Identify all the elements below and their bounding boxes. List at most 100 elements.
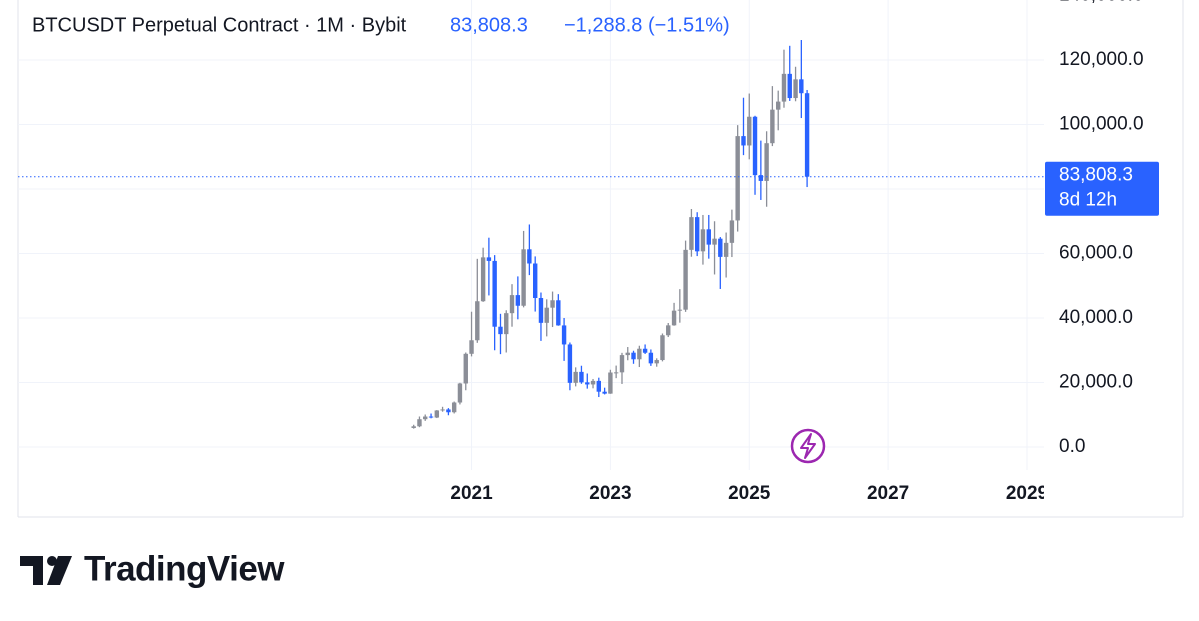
candle-body bbox=[700, 229, 706, 252]
price-change: −1,288.8 (−1.51%) bbox=[564, 14, 730, 36]
candle-body bbox=[492, 260, 497, 327]
x-tick-label: 2021 bbox=[450, 483, 493, 504]
icon-bolt[interactable] bbox=[800, 433, 816, 459]
candle-body bbox=[804, 93, 810, 177]
candle-body bbox=[752, 116, 758, 176]
candle-body bbox=[428, 416, 434, 418]
candle-body bbox=[654, 360, 659, 364]
candle-body bbox=[451, 402, 457, 413]
y-tick-label: 120,000.0 bbox=[1059, 49, 1144, 70]
candle-body bbox=[648, 352, 654, 364]
candle-body bbox=[735, 136, 740, 221]
candle-body bbox=[527, 249, 532, 264]
candle-body bbox=[567, 344, 573, 383]
candle-body bbox=[770, 109, 775, 144]
candle-body bbox=[741, 136, 746, 146]
countdown: 8d 12h bbox=[1059, 190, 1117, 211]
candle-body bbox=[729, 220, 735, 243]
candle-body bbox=[764, 143, 769, 181]
candle-body bbox=[573, 371, 578, 383]
candle-body bbox=[596, 380, 602, 392]
candle-body bbox=[504, 313, 509, 335]
candle-body bbox=[480, 257, 486, 302]
candle-body bbox=[509, 295, 515, 314]
candle-body bbox=[787, 73, 792, 99]
y-tick-label: 100,000.0 bbox=[1059, 114, 1144, 135]
candle-body bbox=[723, 242, 729, 257]
candle-body bbox=[712, 238, 717, 245]
candle-body bbox=[538, 298, 544, 323]
candle-body bbox=[608, 372, 613, 394]
candle-body bbox=[423, 416, 428, 420]
candle-body bbox=[799, 79, 804, 94]
candle-body bbox=[683, 249, 688, 310]
candle-body bbox=[631, 352, 636, 360]
candle-body bbox=[457, 383, 463, 403]
overlay: 83,808.3 8d 12h bbox=[18, 161, 1159, 216]
candle-body bbox=[556, 300, 561, 326]
candle-body bbox=[469, 340, 474, 354]
candle-body bbox=[706, 229, 711, 245]
candle-body bbox=[434, 410, 440, 418]
candle-body bbox=[637, 348, 642, 360]
icon-circle[interactable] bbox=[790, 428, 826, 464]
candle-body bbox=[666, 325, 671, 336]
logo-dot[interactable] bbox=[47, 556, 57, 566]
candle-body bbox=[463, 353, 468, 384]
y-tick-label: 20,000.0 bbox=[1059, 372, 1133, 393]
y-tick-label: 140,000.0 bbox=[1059, 0, 1144, 6]
candle-body bbox=[642, 348, 648, 353]
logo-mark[interactable] bbox=[20, 556, 43, 585]
last-price-label: 83,808.3 bbox=[1059, 165, 1133, 186]
candle-body bbox=[671, 310, 677, 326]
candle-body bbox=[776, 101, 781, 110]
x-tick-label: 2023 bbox=[589, 483, 631, 504]
candle-body bbox=[475, 301, 480, 341]
candle-body bbox=[619, 355, 625, 373]
lightning-icon[interactable] bbox=[790, 428, 826, 464]
candle-body bbox=[486, 257, 492, 261]
y-tick-label: 0.0 bbox=[1059, 436, 1085, 457]
candle-body bbox=[613, 372, 619, 374]
candle-body bbox=[550, 300, 555, 308]
candle-body bbox=[446, 409, 451, 413]
candle-body bbox=[411, 426, 416, 428]
last-price: 83,808.3 bbox=[450, 14, 528, 36]
candle-body bbox=[694, 217, 700, 252]
logo[interactable] bbox=[20, 556, 72, 585]
candle-body bbox=[758, 175, 764, 181]
candle-body bbox=[498, 326, 503, 335]
x-axis: 2021 2023 2025 2027 2029 bbox=[450, 483, 1048, 504]
last-price-box bbox=[1045, 161, 1159, 216]
candle-body bbox=[417, 419, 422, 427]
candle-body bbox=[440, 409, 445, 411]
y-tick-label: 40,000.0 bbox=[1059, 307, 1133, 328]
candle-body bbox=[561, 325, 567, 345]
candle-body bbox=[677, 309, 683, 311]
candle-body bbox=[585, 382, 590, 385]
candle-body bbox=[579, 371, 584, 383]
candles bbox=[411, 39, 810, 429]
candle-body bbox=[689, 217, 694, 250]
chart-title: BTCUSDT Perpetual Contract · 1M · Bybit bbox=[32, 14, 407, 36]
brand[interactable]: TradingView bbox=[84, 549, 286, 588]
candle-body bbox=[521, 249, 526, 306]
y-tick-label: 60,000.0 bbox=[1059, 243, 1133, 264]
candle-body bbox=[660, 335, 665, 361]
x-tick-label: 2027 bbox=[867, 483, 909, 504]
candle-body bbox=[515, 295, 521, 306]
candle-body bbox=[602, 391, 607, 394]
grid bbox=[18, 0, 1044, 470]
candle-body bbox=[747, 116, 752, 146]
logo-slash[interactable] bbox=[47, 556, 72, 585]
candle-body bbox=[590, 380, 596, 385]
x-tick-label: 2025 bbox=[728, 483, 771, 504]
candle-body bbox=[625, 352, 630, 356]
candle-body bbox=[533, 263, 538, 299]
x-tick-label: 2029 bbox=[1006, 483, 1048, 504]
candle-body bbox=[718, 238, 723, 257]
candle-body bbox=[544, 307, 549, 323]
candle-body bbox=[781, 73, 787, 102]
